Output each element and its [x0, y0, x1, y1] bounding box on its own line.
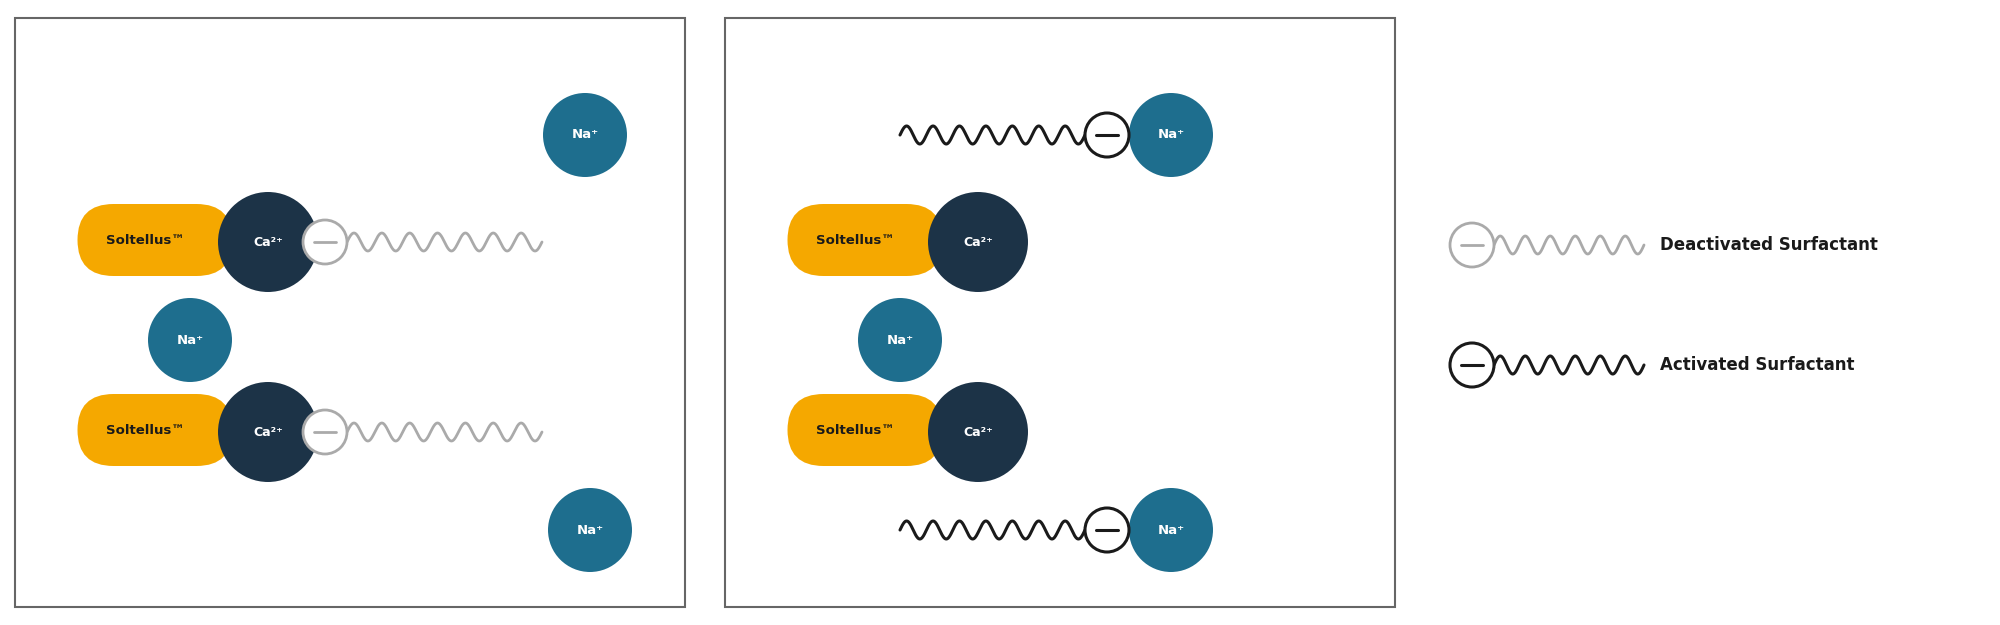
Circle shape: [218, 382, 318, 482]
Text: Ca²⁺: Ca²⁺: [254, 236, 282, 249]
Circle shape: [218, 192, 318, 292]
Circle shape: [1450, 223, 1494, 267]
FancyBboxPatch shape: [78, 394, 232, 466]
Text: Soltellus™: Soltellus™: [106, 424, 184, 436]
Text: Na⁺: Na⁺: [176, 334, 204, 346]
Text: Na⁺: Na⁺: [576, 524, 604, 536]
Bar: [724, 18, 1396, 607]
Text: Ca²⁺: Ca²⁺: [964, 236, 992, 249]
Circle shape: [1084, 113, 1128, 157]
FancyBboxPatch shape: [78, 204, 232, 276]
Circle shape: [1450, 343, 1494, 387]
Text: Na⁺: Na⁺: [886, 334, 914, 346]
Text: Activated Surfactant: Activated Surfactant: [1660, 356, 1854, 374]
Circle shape: [1128, 488, 1212, 572]
Circle shape: [1128, 93, 1212, 177]
Circle shape: [928, 192, 1028, 292]
Circle shape: [1084, 508, 1128, 552]
Text: Soltellus™: Soltellus™: [106, 234, 184, 246]
Circle shape: [928, 382, 1028, 482]
Circle shape: [858, 298, 942, 382]
Text: Soltellus™: Soltellus™: [816, 424, 894, 436]
Text: Na⁺: Na⁺: [1158, 129, 1184, 141]
Circle shape: [148, 298, 232, 382]
Text: Na⁺: Na⁺: [572, 129, 598, 141]
Text: Soltellus™: Soltellus™: [816, 234, 894, 246]
FancyBboxPatch shape: [788, 204, 942, 276]
Text: Na⁺: Na⁺: [1158, 524, 1184, 536]
Bar: [16, 18, 684, 607]
Text: Ca²⁺: Ca²⁺: [964, 426, 992, 439]
Text: Ca²⁺: Ca²⁺: [254, 426, 282, 439]
Circle shape: [304, 220, 348, 264]
FancyBboxPatch shape: [788, 394, 942, 466]
Circle shape: [548, 488, 632, 572]
Circle shape: [544, 93, 628, 177]
Text: Deactivated Surfactant: Deactivated Surfactant: [1660, 236, 1878, 254]
Circle shape: [304, 410, 348, 454]
